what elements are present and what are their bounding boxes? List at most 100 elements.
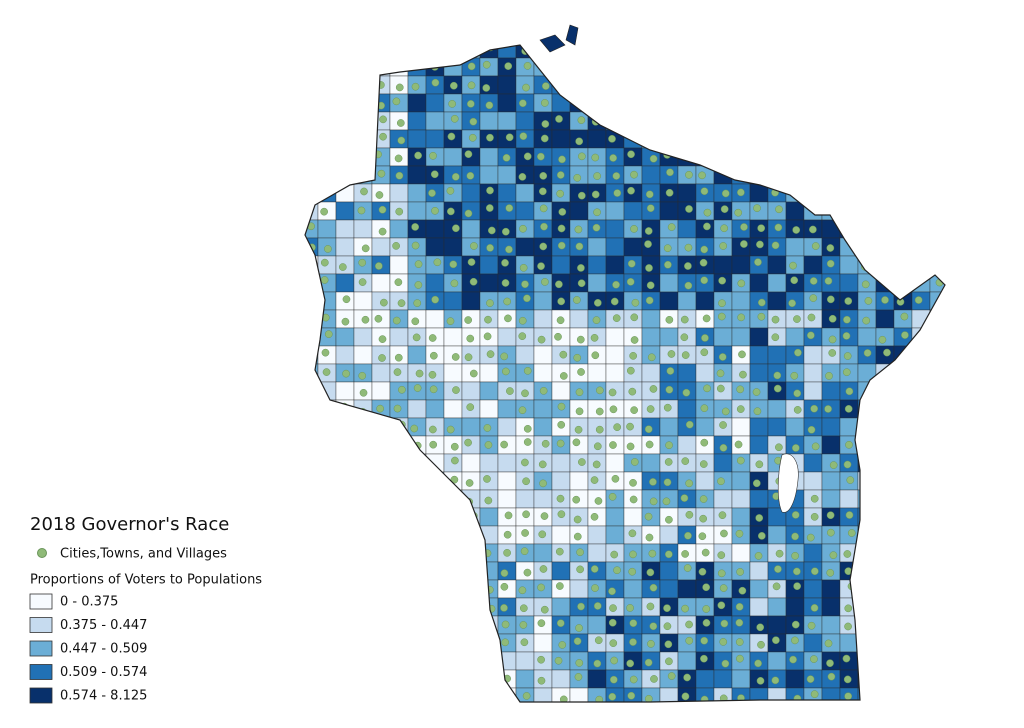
map-region [731, 237, 751, 257]
map-region [821, 687, 841, 702]
place-point [612, 172, 621, 180]
map-region [317, 291, 337, 311]
map-region [425, 525, 445, 545]
map-region [515, 237, 535, 257]
map-region [317, 111, 337, 131]
map-region [929, 327, 945, 347]
place-point [864, 78, 872, 87]
map-region [911, 165, 931, 185]
map-region [389, 507, 409, 527]
legend-label: 0.447 - 0.509 [60, 642, 147, 657]
place-point [666, 168, 674, 177]
place-point [793, 582, 801, 591]
map-region [857, 525, 877, 545]
place-point [613, 423, 622, 431]
place-point [378, 335, 387, 343]
place-point [412, 586, 421, 595]
map-region [305, 147, 319, 167]
place-point [518, 173, 527, 181]
place-point [539, 187, 547, 196]
place-point [505, 133, 514, 142]
place-point [918, 528, 926, 537]
place-point [825, 372, 833, 380]
place-point [573, 173, 582, 182]
map-region [821, 579, 841, 599]
map-region [803, 147, 823, 167]
place-point [559, 695, 568, 702]
place-point [411, 457, 420, 465]
map-region [929, 399, 945, 419]
place-point [305, 675, 313, 684]
place-point [882, 226, 890, 234]
place-point [411, 317, 420, 326]
map-region [605, 345, 625, 365]
place-point [738, 45, 746, 53]
place-point [539, 242, 548, 251]
place-point [575, 624, 583, 632]
map-region [443, 615, 463, 635]
map-region [929, 453, 945, 473]
map-region [371, 489, 391, 509]
place-point [645, 533, 654, 542]
map-region [839, 633, 859, 653]
place-point [791, 636, 799, 645]
map-region [875, 525, 895, 545]
map-region [803, 381, 823, 401]
map-region [317, 525, 337, 545]
place-point [842, 153, 851, 162]
place-point [593, 172, 601, 180]
place-point [952, 264, 959, 271]
map-region [641, 111, 661, 131]
map-region [443, 45, 463, 59]
map-region [713, 45, 733, 59]
place-point [305, 423, 313, 432]
place-point [428, 334, 437, 342]
place-point [901, 242, 910, 250]
map-region [821, 45, 841, 59]
place-point [467, 566, 475, 575]
place-point [702, 583, 711, 592]
place-point [501, 367, 510, 376]
place-point [629, 638, 637, 646]
map-region [407, 399, 427, 419]
place-point [576, 335, 585, 344]
place-point [518, 586, 527, 595]
map-region [875, 75, 895, 95]
map-region [839, 57, 859, 77]
map-region [317, 507, 337, 527]
place-point [537, 655, 545, 664]
map-region [911, 129, 931, 149]
place-point [593, 602, 602, 610]
map-region [389, 633, 409, 653]
place-point [631, 118, 640, 127]
map-region [479, 381, 499, 401]
map-region [305, 507, 319, 527]
place-point [484, 496, 493, 505]
place-point [305, 620, 313, 629]
place-point [757, 312, 766, 321]
place-point [446, 657, 455, 665]
place-point [559, 372, 568, 380]
place-point [861, 566, 870, 575]
map-region [305, 453, 319, 473]
place-point [718, 117, 727, 125]
map-region [389, 45, 409, 59]
map-region [893, 273, 913, 293]
map-region [335, 453, 355, 473]
map-region [659, 669, 679, 689]
place-point [324, 330, 333, 339]
map-region [515, 111, 535, 131]
map-region [371, 471, 391, 491]
place-point [361, 244, 370, 253]
map-region [749, 363, 769, 383]
map-region [713, 453, 733, 473]
map-region [713, 111, 733, 131]
map-region [623, 237, 643, 257]
map-region [317, 183, 337, 203]
map-region [803, 129, 823, 149]
map-region [911, 615, 931, 635]
map-region [948, 688, 966, 706]
map-region [731, 57, 751, 77]
map-region [731, 507, 751, 527]
map-region [731, 543, 751, 563]
